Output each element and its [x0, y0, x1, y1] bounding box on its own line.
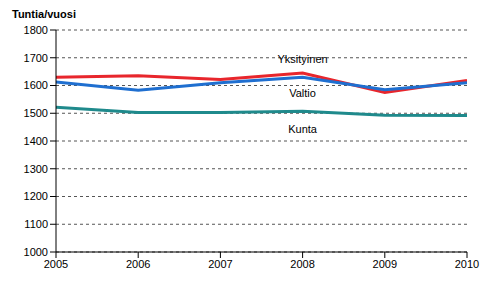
svg-text:Valtio: Valtio — [289, 87, 316, 99]
svg-text:1200: 1200 — [24, 190, 48, 202]
svg-text:1400: 1400 — [24, 135, 48, 147]
svg-text:2006: 2006 — [126, 258, 150, 270]
svg-text:1300: 1300 — [24, 163, 48, 175]
html-text:Tuntia/vuosi: Tuntia/vuosi — [12, 8, 76, 20]
svg-text:1000: 1000 — [24, 246, 48, 258]
svg-text:1800: 1800 — [24, 24, 48, 36]
svg-text:Yksityinen: Yksityinen — [278, 53, 328, 65]
svg-text:1500: 1500 — [24, 107, 48, 119]
svg-text:1700: 1700 — [24, 52, 48, 64]
svg-text:2007: 2007 — [208, 258, 232, 270]
svg-text:1600: 1600 — [24, 79, 48, 91]
svg-text:2009: 2009 — [373, 258, 397, 270]
svg-text:2010: 2010 — [455, 258, 479, 270]
svg-text:1100: 1100 — [24, 218, 48, 230]
svg-text:2008: 2008 — [290, 258, 314, 270]
svg-text:2005: 2005 — [44, 258, 68, 270]
svg-text:Kunta: Kunta — [288, 123, 318, 135]
